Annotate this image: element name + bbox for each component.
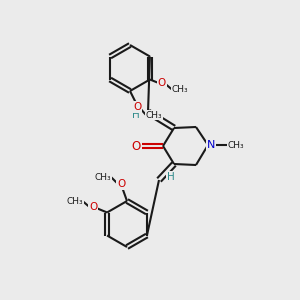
Text: CH₃: CH₃: [67, 197, 83, 206]
Text: O: O: [131, 140, 141, 152]
Text: O: O: [158, 79, 166, 88]
Text: CH₃: CH₃: [95, 172, 111, 182]
Text: CH₃: CH₃: [172, 85, 188, 94]
Text: O: O: [117, 179, 125, 189]
Text: O: O: [89, 202, 97, 212]
Text: O: O: [133, 102, 141, 112]
Text: CH₃: CH₃: [228, 140, 244, 149]
Text: CH₃: CH₃: [146, 110, 162, 119]
Text: N: N: [207, 140, 215, 150]
Text: H: H: [132, 110, 140, 120]
Text: H: H: [167, 172, 175, 182]
